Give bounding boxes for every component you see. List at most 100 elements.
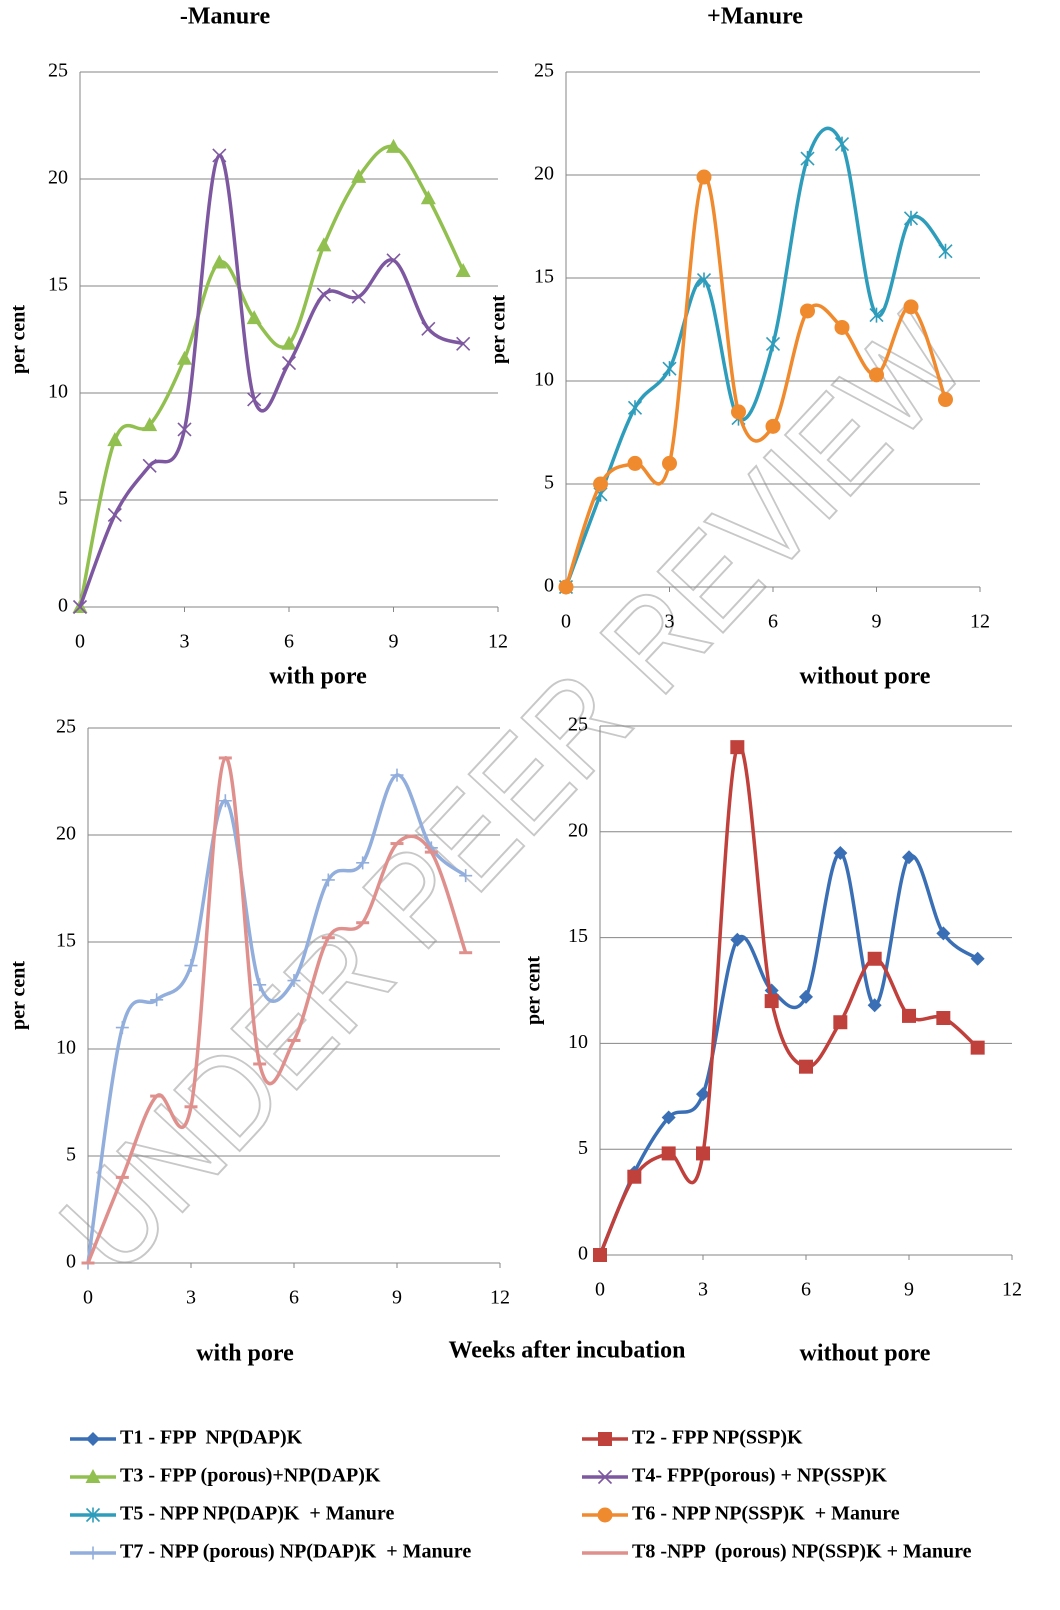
data-point: [627, 400, 643, 416]
y-tick-label: 20: [56, 823, 76, 845]
x-axis-label: with pore: [196, 1341, 294, 1367]
y-tick-label: 0: [578, 1243, 588, 1265]
data-point: [764, 994, 779, 1009]
legend-label: T8 -NPP (porous) NP(SSP)K + Manure: [632, 1541, 972, 1563]
y-tick-label: 5: [58, 488, 68, 510]
data-point: [316, 287, 331, 302]
data-point: [731, 404, 746, 420]
data-point: [730, 932, 745, 947]
data-point: [867, 951, 882, 966]
data-point: [142, 458, 157, 473]
legend-label: T5 - NPP NP(DAP)K + Manure: [120, 1503, 394, 1525]
y-axis-label: per cent: [523, 956, 545, 1025]
data-point: [386, 253, 401, 268]
data-point: [420, 190, 436, 205]
x-tick-label: 12: [1002, 1279, 1022, 1301]
y-tick-label: 5: [66, 1144, 76, 1166]
data-point: [869, 307, 884, 323]
legend-label: T2 - FPP NP(SSP)K: [632, 1427, 803, 1449]
chart-title: -Manure: [180, 4, 271, 30]
legend-marker: [86, 1546, 100, 1560]
y-tick-label: 15: [56, 930, 76, 952]
data-point: [765, 336, 781, 352]
data-point: [390, 768, 404, 782]
data-point: [627, 455, 643, 471]
data-point: [287, 974, 301, 988]
x-tick-label: 3: [665, 611, 675, 633]
x-tick-label: 9: [392, 1287, 402, 1309]
data-point: [218, 794, 232, 808]
y-tick-label: 25: [568, 714, 588, 736]
x-tick-label: 9: [904, 1279, 914, 1301]
data-point: [211, 254, 227, 269]
data-point: [246, 310, 262, 325]
data-point: [696, 1146, 710, 1161]
x-tick-label: 9: [389, 631, 399, 653]
y-tick-label: 25: [56, 716, 76, 738]
data-point: [212, 148, 227, 163]
y-tick-label: 20: [568, 819, 588, 841]
data-point: [558, 579, 574, 595]
y-tick-label: 15: [568, 925, 588, 947]
data-point: [833, 1015, 848, 1030]
legend-label: T6 - NPP NP(SSP)K + Manure: [632, 1503, 900, 1525]
data-point: [938, 392, 953, 408]
data-point: [696, 272, 712, 288]
data-point: [150, 993, 164, 1007]
chart-title: +Manure: [707, 4, 803, 30]
data-point: [696, 169, 712, 185]
data-point: [799, 1059, 813, 1074]
y-tick-label: 20: [48, 167, 68, 189]
data-point: [834, 319, 850, 335]
data-point: [696, 1087, 710, 1102]
data-point: [321, 873, 335, 887]
series-line: [78, 153, 464, 608]
y-axis-label: per cent: [8, 961, 30, 1030]
x-tick-label: 3: [180, 631, 190, 653]
data-point: [970, 1040, 985, 1055]
data-point: [730, 740, 745, 755]
data-point: [800, 303, 815, 319]
data-point: [903, 299, 919, 315]
data-point: [936, 1011, 951, 1026]
data-point: [834, 136, 850, 152]
legend-marker: [597, 1469, 613, 1485]
x-tick-label: 0: [75, 631, 85, 653]
x-axis-label: without pore: [800, 1341, 931, 1367]
legend-label: T3 - FPP (porous)+NP(DAP)K: [120, 1465, 381, 1487]
x-tick-label: 6: [768, 611, 778, 633]
data-point: [938, 243, 953, 259]
data-point: [661, 1110, 676, 1125]
data-point: [247, 392, 262, 407]
series-line: [78, 144, 465, 608]
x-tick-label: 12: [970, 611, 990, 633]
x-tick-label: 12: [490, 1287, 510, 1309]
y-tick-label: 25: [534, 60, 554, 82]
data-point: [661, 1146, 676, 1161]
series-line: [86, 773, 467, 1264]
data-point: [459, 869, 473, 883]
y-tick-label: 10: [56, 1037, 76, 1059]
data-point: [593, 1248, 607, 1262]
legend-marker: [86, 1432, 100, 1446]
x-tick-label: 3: [698, 1279, 708, 1301]
x-tick-label: 0: [561, 611, 571, 633]
data-point: [902, 1008, 916, 1023]
data-point: [115, 1021, 129, 1035]
data-point: [765, 418, 781, 434]
legend-label: T4- FPP(porous) + NP(SSP)K: [632, 1465, 887, 1487]
data-point: [800, 151, 815, 167]
shared-x-label: Weeks after incubation: [449, 1338, 686, 1364]
x-tick-label: 0: [595, 1279, 605, 1301]
data-point: [902, 850, 916, 865]
data-point: [455, 263, 471, 278]
legend-label: T7 - NPP (porous) NP(DAP)K + Manure: [120, 1541, 471, 1563]
data-point: [662, 455, 677, 471]
legend-marker: [85, 1469, 101, 1483]
x-tick-label: 6: [289, 1287, 299, 1309]
data-point: [107, 432, 123, 447]
data-point: [903, 210, 919, 226]
data-point: [386, 138, 401, 153]
data-point: [662, 361, 677, 377]
